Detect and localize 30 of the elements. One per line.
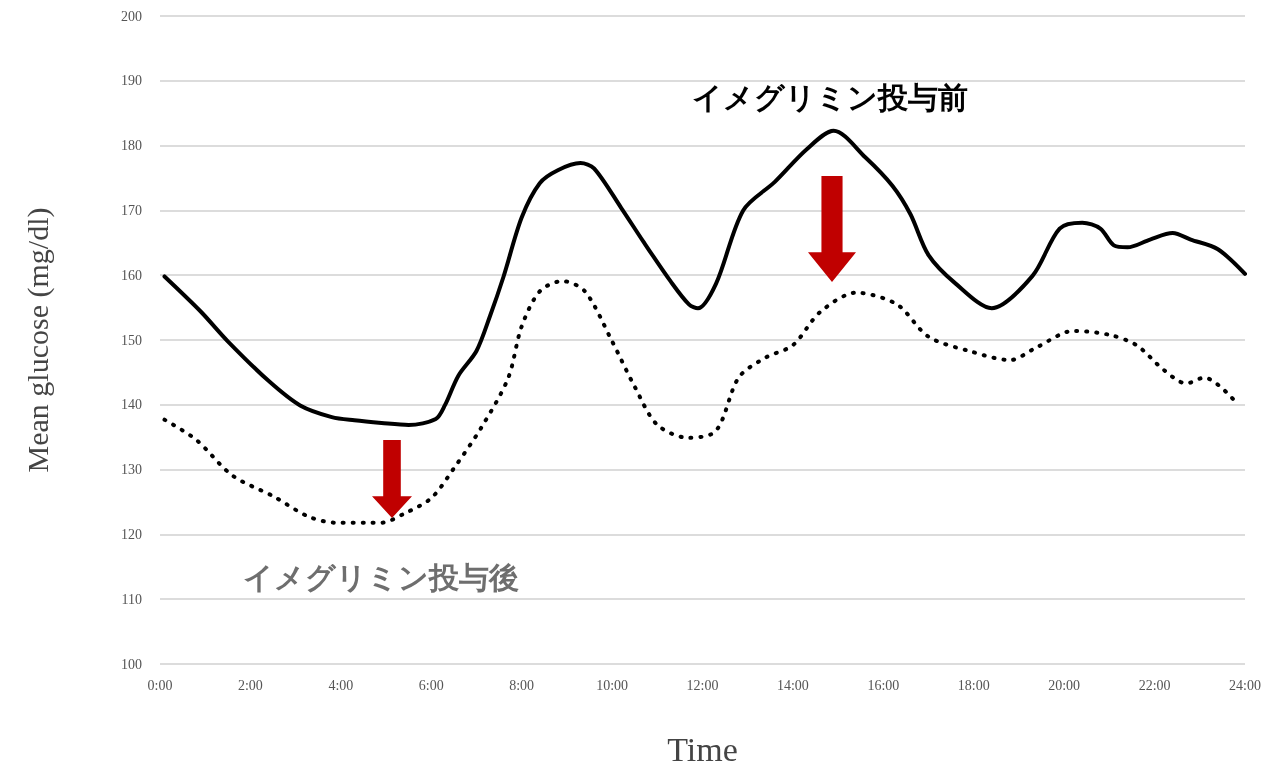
series-label: イメグリミン投与後	[243, 560, 520, 596]
y-tick-label: 170	[121, 202, 142, 218]
x-tick-label: 2:00	[237, 677, 263, 693]
x-tick-label: 16:00	[867, 677, 900, 693]
y-tick-label: 100	[121, 656, 142, 672]
x-tick-label: 10:00	[596, 677, 629, 693]
y-tick-label: 200	[121, 8, 142, 24]
y-tick-label: 110	[121, 591, 142, 607]
x-axis-title: Time	[667, 730, 738, 768]
line-series	[162, 279, 1238, 525]
line-series	[162, 128, 1247, 427]
y-tick-label: 190	[121, 73, 142, 89]
x-tick-label: 0:00	[147, 677, 173, 693]
y-tick-label: 160	[121, 267, 142, 283]
x-tick-label: 18:00	[957, 677, 990, 693]
y-tick-label: 140	[121, 397, 142, 413]
x-tick-label: 22:00	[1138, 677, 1171, 693]
x-tick-label: 20:00	[1048, 677, 1081, 693]
x-tick-label: 6:00	[418, 677, 444, 693]
x-tick-label: 14:00	[776, 677, 809, 693]
y-tick-label: 130	[121, 462, 142, 478]
series-label: イメグリミン投与前	[691, 80, 968, 116]
y-axis-title: Mean glucose (mg/dl)	[20, 207, 55, 473]
x-tick-label: 12:00	[686, 677, 719, 693]
x-tick-label: 24:00	[1229, 677, 1261, 693]
y-tick-label: 180	[121, 138, 142, 154]
x-tick-label: 8:00	[509, 677, 535, 693]
x-tick-label: 4:00	[328, 677, 354, 693]
y-tick-label: 150	[121, 332, 142, 348]
y-tick-label: 120	[121, 526, 142, 542]
